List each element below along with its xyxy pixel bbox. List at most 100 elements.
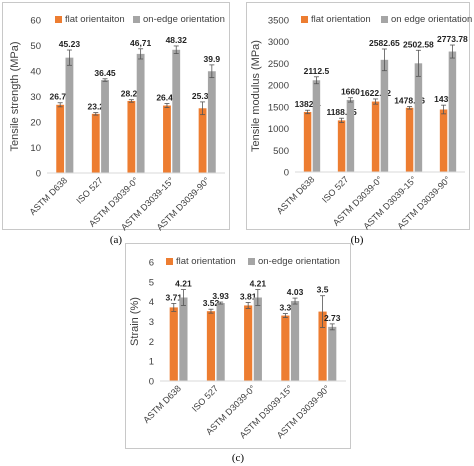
error-bar-s1-c4 [209, 64, 215, 79]
bar-s1-c1 [346, 99, 355, 172]
data-label-s1-c0: 2112.5 [304, 66, 330, 76]
bar-s1-c1 [216, 303, 225, 381]
data-label-s0-c0: 1382.4 [295, 99, 321, 109]
caption-b: (b) [350, 234, 364, 246]
bar-s0-c4 [198, 108, 207, 173]
legend-swatch-1 [381, 16, 388, 23]
y-tick-label: 2000 [268, 81, 289, 92]
error-bar-s0-c1 [339, 117, 345, 123]
data-label-s1-c1: 1660 [341, 87, 360, 97]
error-bar-s0-c3 [407, 106, 413, 110]
bar-s0-c4 [439, 109, 448, 172]
bar-s1-c2 [253, 297, 262, 381]
bar-s0-c0 [56, 104, 65, 173]
bar-s0-c2 [244, 305, 253, 381]
x-tick-label: ISO 527 [320, 174, 350, 204]
bar-s1-c0 [65, 57, 74, 174]
chart-panel-c: flat orientation on-edge orientation 0 1 2 3 4… [125, 243, 351, 449]
bar-s0-c2 [127, 100, 136, 173]
error-bar-s1-c0 [66, 49, 72, 66]
y-tick-label: 20 [30, 118, 41, 129]
error-bar-s0-c0 [305, 109, 311, 115]
data-label-s0-c2: 28.25 [121, 89, 143, 99]
data-label-s1-c4: 39.9 [204, 54, 221, 64]
legend: flat orientation on-edge orientation [166, 256, 340, 267]
y-tick-label: 3500 [268, 16, 289, 27]
error-bar-s0-c4 [200, 101, 206, 116]
data-label-s1-c2: 4.21 [250, 279, 267, 289]
bar-s0-c1 [206, 311, 216, 381]
bar-s1-c4 [207, 71, 216, 173]
bar-s1-c0 [312, 80, 321, 172]
error-bar-s0-c1 [208, 308, 214, 314]
bar-s0-c3 [163, 105, 171, 173]
data-label-s1-c4: 2.73 [324, 313, 341, 323]
y-axis-label: Strain (%) [129, 297, 141, 346]
legend-label-1: on-edge orientation [143, 14, 225, 25]
data-label-s0-c4: 25.38 [192, 91, 214, 101]
y-tick-label: 3 [149, 317, 154, 328]
caption-a: (a) [109, 234, 123, 246]
data-label-s0-c3: 1478.56 [394, 95, 425, 105]
y-tick-label: 0 [149, 377, 154, 388]
error-bar-s1-c3 [292, 297, 298, 305]
y-tick-label: 0 [36, 169, 41, 180]
bar-s0-c1 [91, 113, 100, 173]
error-bar-s1-c3 [173, 45, 179, 55]
error-bar-s1-c4 [329, 323, 335, 331]
bar-s1-c2 [380, 59, 389, 172]
error-bar-s0-c0 [171, 303, 177, 312]
y-tick-label: 30 [30, 92, 41, 103]
error-bar-s1-c1 [218, 301, 224, 305]
bar-s1-c2 [136, 53, 145, 174]
error-bar-s0-c3 [282, 313, 288, 318]
legend: flat orientaiton on-edge orientation [55, 14, 225, 25]
data-label-s1-c4: 2773.78 [437, 34, 468, 44]
y-tick-label: 40 [30, 67, 41, 78]
y-tick-label: 4 [149, 297, 154, 308]
error-bar-s1-c4 [449, 44, 455, 59]
data-label-s1-c0: 45.23 [59, 39, 81, 49]
data-label-s1-c2: 46,71 [130, 38, 152, 48]
legend-label-0: flat orientaiton [65, 14, 125, 25]
data-label-s1-c3: 48.32 [166, 35, 188, 45]
error-bar-s0-c2 [373, 98, 379, 105]
y-tick-label: 1000 [268, 124, 289, 135]
error-bar-s1-c1 [102, 78, 108, 82]
chart-b: flat orientation on edge orientation 0 500 1… [250, 14, 472, 231]
legend-swatch-1 [133, 16, 140, 23]
legend-swatch-1 [248, 258, 255, 265]
legend-label-1: on-edge orientation [258, 256, 340, 267]
y-axis-label: Tensile modulus (MPa) [250, 40, 262, 152]
error-bar-s1-c3 [415, 49, 421, 77]
data-label-s0-c1: 3.52 [203, 298, 220, 308]
y-tick-label: 2 [149, 337, 154, 348]
y-tick-label: 10 [30, 143, 41, 154]
error-bar-s0-c2 [245, 302, 251, 309]
chart-panel-a: flat orientaiton on-edge orientation 0 10 20… [2, 2, 230, 232]
y-tick-label: 0 [284, 168, 289, 179]
legend: flat orientation on edge orientation [301, 14, 472, 25]
chart-panel-b: flat orientation on edge orientation 0 500 1… [246, 2, 472, 231]
error-bar-s0-c3 [164, 103, 170, 108]
bar-s1-c3 [290, 301, 300, 381]
bar-s1-c3 [414, 63, 423, 172]
data-label-s1-c0: 4.21 [175, 279, 192, 289]
y-tick-label: 1500 [268, 102, 289, 113]
data-label-s0-c1: 1188.35 [326, 107, 357, 117]
data-label-s0-c4: 1439 [434, 94, 453, 104]
data-label-s1-c1: 36.45 [94, 68, 116, 78]
error-bar-s1-c2 [138, 48, 144, 60]
error-bar-s1-c2 [255, 289, 261, 306]
legend-swatch-0 [301, 16, 308, 23]
legend-label-0: flat orientation [311, 14, 371, 25]
bar-s0-c0 [303, 111, 312, 172]
error-bar-s0-c1 [93, 112, 99, 116]
bar-s1-c4 [448, 51, 457, 172]
error-bar-s0-c2 [128, 99, 134, 103]
legend-swatch-0 [166, 258, 173, 265]
data-label-s0-c4: 3.5 [317, 285, 329, 295]
y-tick-label: 50 [30, 41, 41, 52]
bar-s1-c3 [172, 49, 181, 174]
y-tick-label: 3000 [268, 37, 289, 48]
